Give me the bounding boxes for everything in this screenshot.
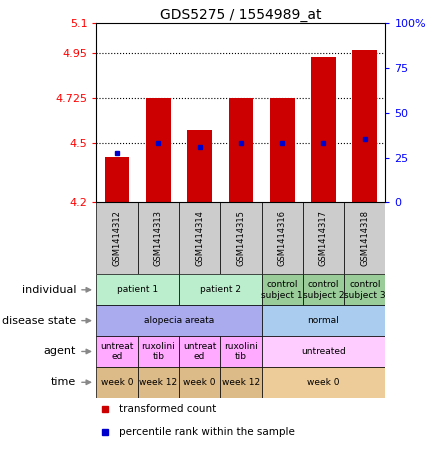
Text: agent: agent bbox=[44, 347, 76, 357]
Text: GSM1414316: GSM1414316 bbox=[278, 211, 287, 266]
Bar bbox=[96, 367, 138, 398]
Text: alopecia areata: alopecia areata bbox=[144, 316, 214, 325]
Text: GSM1414315: GSM1414315 bbox=[237, 211, 245, 266]
Bar bbox=[179, 336, 220, 367]
Text: GSM1414318: GSM1414318 bbox=[360, 211, 369, 266]
Text: untreat
ed: untreat ed bbox=[183, 342, 216, 361]
Text: untreated: untreated bbox=[301, 347, 346, 356]
Text: percentile rank within the sample: percentile rank within the sample bbox=[120, 427, 295, 438]
Text: control
subject 1: control subject 1 bbox=[261, 280, 303, 299]
Text: ruxolini
tib: ruxolini tib bbox=[141, 342, 175, 361]
Bar bbox=[138, 336, 179, 367]
Bar bbox=[179, 367, 220, 398]
Text: week 12: week 12 bbox=[139, 378, 177, 387]
Text: week 12: week 12 bbox=[222, 378, 260, 387]
Text: control
subject 3: control subject 3 bbox=[344, 280, 385, 299]
Bar bbox=[270, 97, 295, 202]
Text: normal: normal bbox=[307, 316, 339, 325]
Title: GDS5275 / 1554989_at: GDS5275 / 1554989_at bbox=[160, 8, 321, 22]
Bar bbox=[303, 202, 344, 275]
Text: week 0: week 0 bbox=[184, 378, 216, 387]
Text: disease state: disease state bbox=[2, 316, 76, 326]
Bar bbox=[138, 202, 179, 275]
Bar bbox=[261, 367, 385, 398]
Bar bbox=[146, 97, 171, 202]
Bar bbox=[261, 275, 303, 305]
Bar bbox=[220, 367, 261, 398]
Bar bbox=[105, 157, 129, 202]
Bar bbox=[344, 275, 385, 305]
Bar bbox=[96, 202, 138, 275]
Bar bbox=[96, 336, 138, 367]
Text: patient 2: patient 2 bbox=[200, 285, 241, 294]
Text: patient 1: patient 1 bbox=[117, 285, 158, 294]
Text: untreat
ed: untreat ed bbox=[100, 342, 134, 361]
Bar bbox=[179, 202, 220, 275]
Bar bbox=[187, 130, 212, 202]
Bar bbox=[311, 57, 336, 202]
Bar bbox=[96, 305, 261, 336]
Text: time: time bbox=[51, 377, 76, 387]
Text: GSM1414312: GSM1414312 bbox=[113, 211, 121, 266]
Bar bbox=[220, 336, 261, 367]
Bar bbox=[179, 275, 261, 305]
Text: week 0: week 0 bbox=[307, 378, 340, 387]
Bar bbox=[261, 305, 385, 336]
Text: week 0: week 0 bbox=[101, 378, 133, 387]
Bar bbox=[353, 50, 377, 202]
Bar bbox=[344, 202, 385, 275]
Bar bbox=[261, 336, 385, 367]
Bar bbox=[138, 367, 179, 398]
Text: GSM1414313: GSM1414313 bbox=[154, 211, 163, 266]
Text: ruxolini
tib: ruxolini tib bbox=[224, 342, 258, 361]
Text: GSM1414317: GSM1414317 bbox=[319, 211, 328, 266]
Text: control
subject 2: control subject 2 bbox=[303, 280, 344, 299]
Bar bbox=[96, 275, 179, 305]
Text: individual: individual bbox=[21, 285, 76, 295]
Bar bbox=[303, 275, 344, 305]
Text: GSM1414314: GSM1414314 bbox=[195, 211, 204, 266]
Bar bbox=[229, 97, 253, 202]
Bar bbox=[261, 202, 303, 275]
Text: transformed count: transformed count bbox=[120, 404, 217, 414]
Bar bbox=[220, 202, 261, 275]
